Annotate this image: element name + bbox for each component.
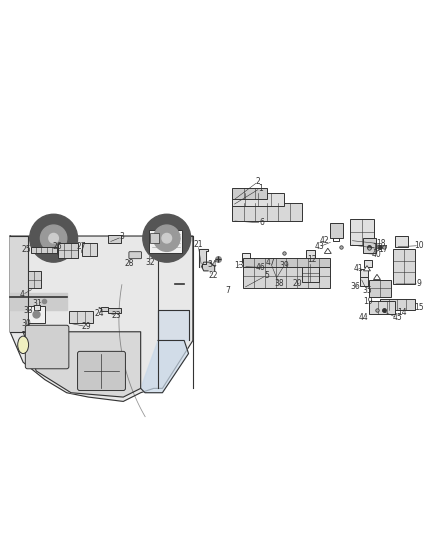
Text: 5: 5 xyxy=(265,271,269,280)
FancyBboxPatch shape xyxy=(360,277,368,286)
Text: 44: 44 xyxy=(359,313,369,322)
Text: 33: 33 xyxy=(24,306,33,316)
FancyBboxPatch shape xyxy=(330,223,343,238)
FancyBboxPatch shape xyxy=(242,254,251,262)
FancyBboxPatch shape xyxy=(360,269,368,277)
Text: 6: 6 xyxy=(259,219,264,228)
FancyBboxPatch shape xyxy=(306,250,315,258)
Polygon shape xyxy=(141,341,188,393)
Text: 9: 9 xyxy=(417,279,422,288)
FancyBboxPatch shape xyxy=(380,299,415,310)
FancyBboxPatch shape xyxy=(350,219,374,245)
FancyBboxPatch shape xyxy=(364,260,372,268)
FancyBboxPatch shape xyxy=(243,258,330,266)
Text: 14: 14 xyxy=(397,308,406,317)
Circle shape xyxy=(162,233,172,243)
FancyBboxPatch shape xyxy=(369,279,391,297)
Text: 15: 15 xyxy=(414,303,424,312)
Text: 23: 23 xyxy=(112,311,121,320)
Polygon shape xyxy=(364,265,371,271)
Circle shape xyxy=(143,214,191,262)
FancyBboxPatch shape xyxy=(369,301,395,314)
Text: 12: 12 xyxy=(307,255,316,264)
FancyBboxPatch shape xyxy=(34,305,40,310)
FancyBboxPatch shape xyxy=(28,271,41,288)
FancyBboxPatch shape xyxy=(101,306,109,311)
Text: 36: 36 xyxy=(351,281,360,290)
FancyBboxPatch shape xyxy=(28,305,45,323)
Text: 26: 26 xyxy=(52,243,62,252)
Text: 39: 39 xyxy=(279,261,289,270)
Polygon shape xyxy=(199,249,208,266)
Text: 24: 24 xyxy=(95,309,104,318)
FancyBboxPatch shape xyxy=(395,236,408,247)
Text: 46: 46 xyxy=(256,263,266,272)
FancyBboxPatch shape xyxy=(31,247,57,254)
FancyBboxPatch shape xyxy=(232,192,284,206)
Text: 7: 7 xyxy=(225,286,230,295)
Polygon shape xyxy=(10,236,28,332)
Text: 22: 22 xyxy=(208,271,218,280)
Text: 10: 10 xyxy=(414,241,424,250)
Text: 21: 21 xyxy=(193,240,203,249)
Circle shape xyxy=(40,225,67,252)
Polygon shape xyxy=(201,262,215,271)
Text: 34: 34 xyxy=(208,260,217,269)
FancyBboxPatch shape xyxy=(129,252,141,259)
Text: 45: 45 xyxy=(392,313,403,322)
Text: 18: 18 xyxy=(377,239,386,248)
Circle shape xyxy=(154,225,180,252)
Text: 13: 13 xyxy=(234,261,244,270)
Text: 20: 20 xyxy=(293,279,302,288)
Text: 38: 38 xyxy=(274,279,284,288)
FancyBboxPatch shape xyxy=(232,188,267,199)
Text: 35: 35 xyxy=(362,286,372,295)
Text: 47: 47 xyxy=(265,257,275,266)
Text: 2: 2 xyxy=(256,177,261,186)
Text: 4: 4 xyxy=(20,290,25,300)
Ellipse shape xyxy=(18,336,28,353)
Circle shape xyxy=(30,214,78,262)
Text: 30: 30 xyxy=(22,319,32,328)
Text: 31: 31 xyxy=(32,299,42,308)
FancyBboxPatch shape xyxy=(82,244,97,256)
Polygon shape xyxy=(10,236,193,401)
Polygon shape xyxy=(10,293,67,310)
Polygon shape xyxy=(23,332,141,397)
Text: 41: 41 xyxy=(354,264,364,273)
Text: 3: 3 xyxy=(120,232,124,241)
Text: 42: 42 xyxy=(319,236,329,245)
FancyBboxPatch shape xyxy=(363,238,376,254)
Circle shape xyxy=(49,233,58,243)
Text: 29: 29 xyxy=(81,322,91,331)
FancyBboxPatch shape xyxy=(302,264,319,282)
Text: 32: 32 xyxy=(145,257,155,266)
FancyBboxPatch shape xyxy=(58,243,78,258)
Polygon shape xyxy=(374,274,381,279)
Text: 19: 19 xyxy=(363,297,373,306)
Text: 25: 25 xyxy=(22,245,32,254)
Text: 40: 40 xyxy=(372,250,381,259)
FancyBboxPatch shape xyxy=(69,311,93,323)
Text: 16: 16 xyxy=(372,243,381,252)
Text: 17: 17 xyxy=(379,245,389,254)
FancyBboxPatch shape xyxy=(232,204,302,221)
Polygon shape xyxy=(324,248,331,254)
FancyBboxPatch shape xyxy=(108,308,121,313)
FancyBboxPatch shape xyxy=(150,232,159,244)
FancyBboxPatch shape xyxy=(108,235,121,243)
Polygon shape xyxy=(158,310,188,341)
Text: 43: 43 xyxy=(314,243,324,252)
FancyBboxPatch shape xyxy=(393,249,415,284)
FancyBboxPatch shape xyxy=(25,325,69,369)
Text: 1: 1 xyxy=(258,184,263,192)
FancyBboxPatch shape xyxy=(243,264,330,288)
FancyBboxPatch shape xyxy=(78,351,125,391)
Text: 28: 28 xyxy=(124,259,134,268)
Text: 27: 27 xyxy=(76,243,86,252)
FancyBboxPatch shape xyxy=(149,230,182,254)
